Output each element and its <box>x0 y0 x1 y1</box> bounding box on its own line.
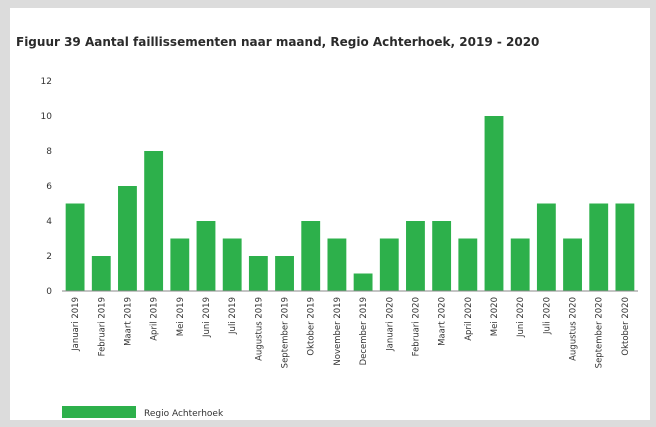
bar <box>301 221 321 291</box>
y-tick-label: 12 <box>41 77 52 87</box>
bar <box>615 203 635 291</box>
x-tick-label: Juli 2020 <box>542 297 552 335</box>
x-tick-label: Augustus 2019 <box>254 297 264 361</box>
bar <box>196 221 216 291</box>
x-tick-label: Juni 2019 <box>202 297 212 338</box>
bar <box>118 186 137 291</box>
bar <box>458 238 478 291</box>
legend-swatch <box>62 406 136 418</box>
bar <box>406 221 425 291</box>
y-tick-label: 2 <box>46 252 52 262</box>
x-tick-label: Maart 2019 <box>123 297 133 346</box>
bar <box>379 238 399 291</box>
x-tick-label: Oktober 2019 <box>307 297 317 356</box>
chart-frame: Figuur 39 Aantal faillissementen naar ma… <box>10 8 650 420</box>
bar-chart: Figuur 39 Aantal faillissementen naar ma… <box>16 35 638 419</box>
bars <box>65 116 635 291</box>
x-tick-label: December 2019 <box>359 297 369 365</box>
x-tick-label: Januari 2020 <box>385 297 395 352</box>
y-tick-label: 0 <box>46 287 52 297</box>
x-tick-label: Mei 2020 <box>490 297 500 336</box>
bar <box>536 203 556 291</box>
bar <box>222 238 242 291</box>
bar <box>91 256 111 291</box>
x-tick-label: Juli 2019 <box>228 297 238 335</box>
legend-label: Regio Achterhoek <box>144 409 224 419</box>
bar <box>589 203 609 291</box>
y-tick-label: 8 <box>46 147 52 157</box>
bar <box>484 116 504 291</box>
bar <box>353 273 373 291</box>
x-tick-label: Februari 2020 <box>411 297 421 356</box>
x-tick-label: Augustus 2020 <box>569 297 579 361</box>
chart-title: Figuur 39 Aantal faillissementen naar ma… <box>16 35 539 49</box>
bar <box>248 256 268 291</box>
x-tick-label: Januari 2019 <box>71 297 81 352</box>
bar <box>563 238 582 291</box>
bar <box>327 238 347 291</box>
x-tick-label: April 2020 <box>464 297 474 341</box>
y-tick-label: 4 <box>46 217 52 227</box>
y-tick-label: 10 <box>41 112 53 122</box>
x-axis-labels: Januari 2019 Februari 2019 Maart 2019 April… <box>71 297 631 368</box>
bar <box>144 151 164 291</box>
bar <box>65 203 85 291</box>
x-tick-label: Juni 2020 <box>516 297 526 338</box>
x-tick-label: September 2020 <box>595 297 605 368</box>
y-tick-label: 6 <box>46 182 52 192</box>
x-tick-label: September 2019 <box>281 297 291 368</box>
legend: Regio Achterhoek <box>62 406 224 419</box>
x-tick-label: Februari 2019 <box>97 297 107 356</box>
y-axis: 0 2 4 6 8 10 12 <box>41 77 53 297</box>
bar <box>432 221 452 291</box>
bar <box>275 256 294 291</box>
x-tick-label: Oktober 2020 <box>621 297 631 356</box>
x-tick-label: April 2019 <box>150 297 160 341</box>
x-tick-label: Mei 2019 <box>176 297 186 336</box>
x-tick-label: Maart 2020 <box>438 297 448 346</box>
x-tick-label: November 2019 <box>333 297 343 366</box>
bar <box>170 238 190 291</box>
bar <box>510 238 530 291</box>
